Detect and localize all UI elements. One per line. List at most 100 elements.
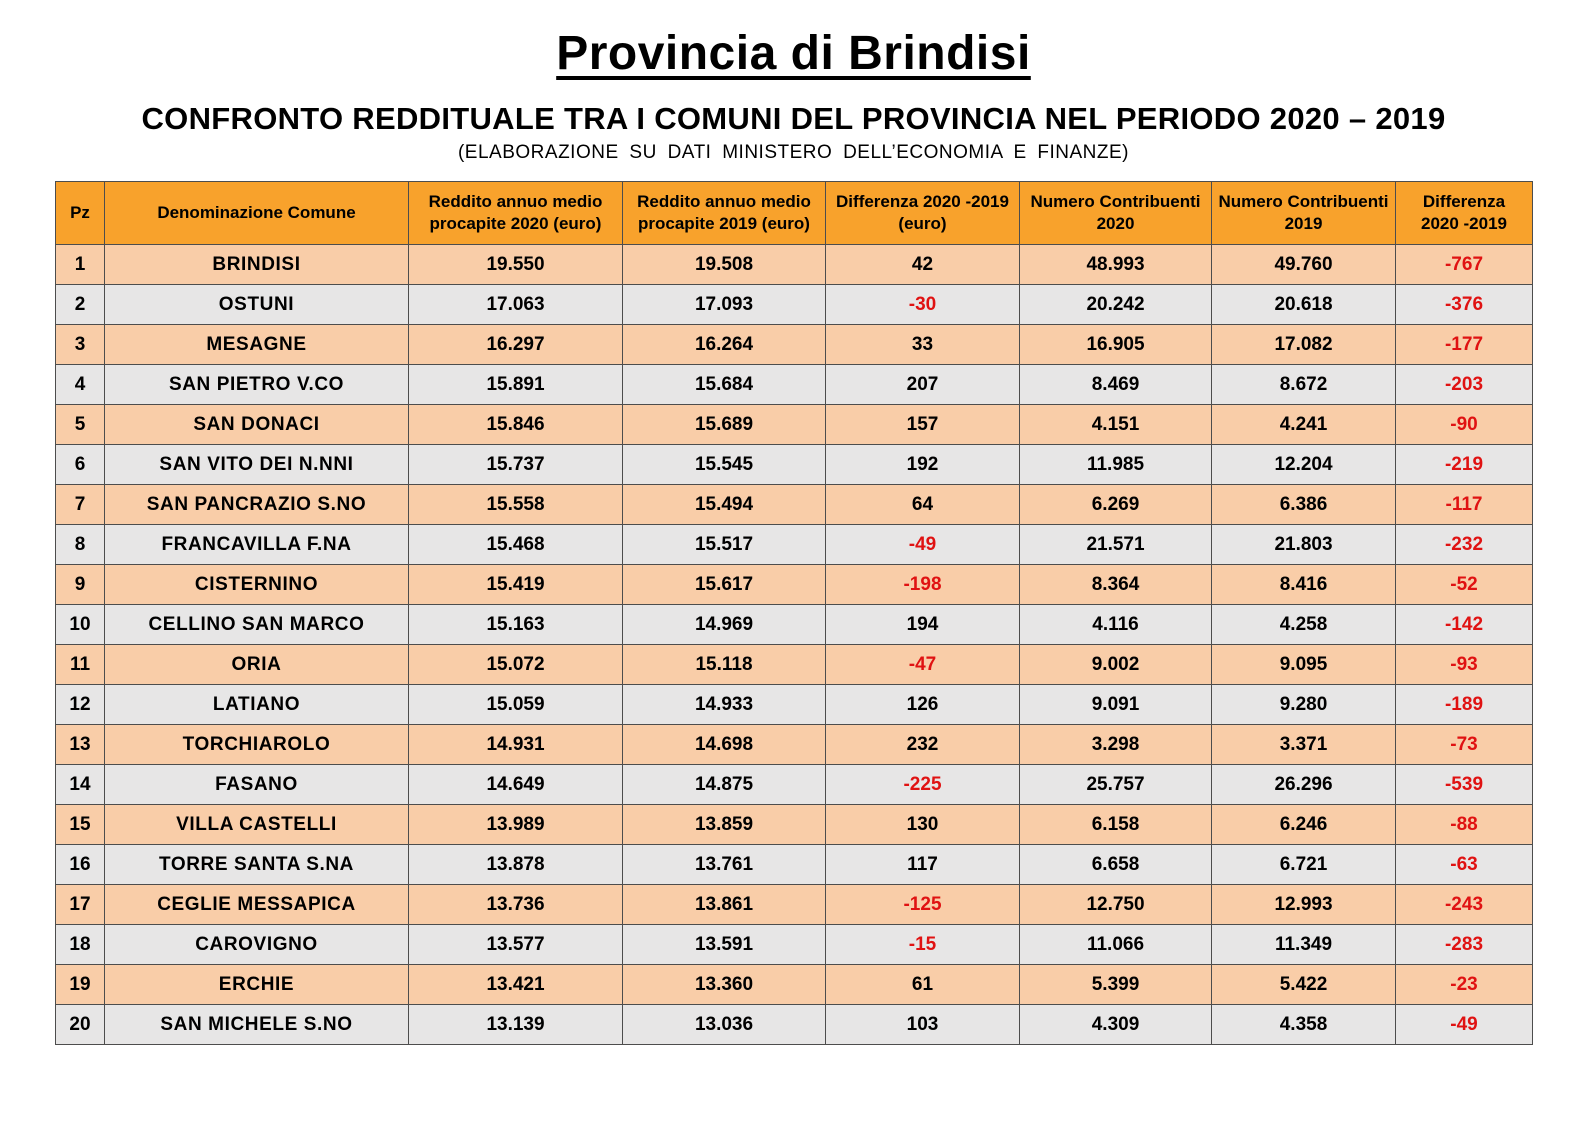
- reddito-2019-cell: 19.508: [622, 244, 826, 285]
- contribuenti-2019-cell: 12.204: [1211, 444, 1396, 485]
- contribuenti-2019-cell: 6.721: [1211, 844, 1396, 885]
- comune-name-cell: LATIANO: [104, 684, 409, 725]
- contribuenti-2019-cell: 9.095: [1211, 644, 1396, 685]
- reddito-2020-cell: 15.737: [408, 444, 623, 485]
- reddito-2019-cell: 15.545: [622, 444, 826, 485]
- table-row: 5 SAN DONACI 15.846 15.689 157 4.151 4.241 -90: [55, 404, 1533, 445]
- rank-cell: 9: [55, 564, 105, 605]
- comune-name-cell: BRINDISI: [104, 244, 409, 285]
- contribuenti-2020-cell: 16.905: [1019, 324, 1212, 365]
- table-row: 20 SAN MICHELE S.NO 13.139 13.036 103 4.309 4.…: [55, 1004, 1533, 1045]
- contribuenti-2019-cell: 17.082: [1211, 324, 1396, 365]
- comune-name-cell: TORRE SANTA S.NA: [104, 844, 409, 885]
- differenza-reddito-cell: 192: [825, 444, 1020, 485]
- reddito-2020-cell: 15.891: [408, 364, 623, 405]
- page-subtitle: CONFRONTO REDDITUALE TRA I COMUNI DEL PR…: [141, 101, 1446, 136]
- differenza-contribuenti-cell: -232: [1395, 524, 1533, 565]
- table-body: 1 BRINDISI 19.550 19.508 42 48.993 49.760 -767 2…: [55, 244, 1533, 1045]
- contribuenti-2020-cell: 6.158: [1019, 804, 1212, 845]
- differenza-contribuenti-cell: -767: [1395, 244, 1533, 285]
- reddito-2019-cell: 15.118: [622, 644, 826, 685]
- col-header-denominazione-comune: Denominazione Comune: [104, 181, 409, 245]
- reddito-2020-cell: 13.139: [408, 1004, 623, 1045]
- contribuenti-2019-cell: 11.349: [1211, 924, 1396, 965]
- differenza-contribuenti-cell: -142: [1395, 604, 1533, 645]
- rank-cell: 13: [55, 724, 105, 765]
- contribuenti-2020-cell: 21.571: [1019, 524, 1212, 565]
- comune-name-cell: CISTERNINO: [104, 564, 409, 605]
- contribuenti-2020-cell: 5.399: [1019, 964, 1212, 1005]
- comune-name-cell: VILLA CASTELLI: [104, 804, 409, 845]
- table-row: 16 TORRE SANTA S.NA 13.878 13.761 117 6.658 6.…: [55, 844, 1533, 885]
- differenza-contribuenti-cell: -49: [1395, 1004, 1533, 1045]
- contribuenti-2020-cell: 8.469: [1019, 364, 1212, 405]
- comune-name-cell: SAN MICHELE S.NO: [104, 1004, 409, 1045]
- rank-cell: 14: [55, 764, 105, 805]
- rank-cell: 5: [55, 404, 105, 445]
- reddito-2020-cell: 14.649: [408, 764, 623, 805]
- contribuenti-2020-cell: 9.091: [1019, 684, 1212, 725]
- comune-name-cell: CEGLIE MESSAPICA: [104, 884, 409, 925]
- comune-name-cell: MESAGNE: [104, 324, 409, 365]
- contribuenti-2020-cell: 8.364: [1019, 564, 1212, 605]
- table-row: 18 CAROVIGNO 13.577 13.591 -15 11.066 11.349 -2…: [55, 924, 1533, 965]
- reddito-2020-cell: 13.736: [408, 884, 623, 925]
- contribuenti-2020-cell: 4.151: [1019, 404, 1212, 445]
- comune-name-cell: CELLINO SAN MARCO: [104, 604, 409, 645]
- reddito-2019-cell: 14.933: [622, 684, 826, 725]
- contribuenti-2019-cell: 20.618: [1211, 284, 1396, 325]
- differenza-contribuenti-cell: -189: [1395, 684, 1533, 725]
- reddito-2020-cell: 15.558: [408, 484, 623, 525]
- table-row: 9 CISTERNINO 15.419 15.617 -198 8.364 8.416 -52: [55, 564, 1533, 605]
- differenza-reddito-cell: -198: [825, 564, 1020, 605]
- table-row: 13 TORCHIAROLO 14.931 14.698 232 3.298 3.371 -7…: [55, 724, 1533, 765]
- reddito-2019-cell: 14.698: [622, 724, 826, 765]
- contribuenti-2020-cell: 48.993: [1019, 244, 1212, 285]
- page-note: (ELABORAZIONE SU DATI MINISTERO DELL’ECO…: [457, 142, 1130, 163]
- contribuenti-2019-cell: 21.803: [1211, 524, 1396, 565]
- differenza-reddito-cell: -47: [825, 644, 1020, 685]
- col-header-contribuenti-2020: Numero Contribuenti 2020: [1019, 181, 1212, 245]
- reddito-2019-cell: 13.761: [622, 844, 826, 885]
- reddito-2020-cell: 15.163: [408, 604, 623, 645]
- comune-name-cell: TORCHIAROLO: [104, 724, 409, 765]
- differenza-contribuenti-cell: -283: [1395, 924, 1533, 965]
- reddito-2020-cell: 15.419: [408, 564, 623, 605]
- table-row: 3 MESAGNE 16.297 16.264 33 16.905 17.082 -177: [55, 324, 1533, 365]
- comune-name-cell: SAN PIETRO V.CO: [104, 364, 409, 405]
- reddito-2019-cell: 15.517: [622, 524, 826, 565]
- reddito-2020-cell: 13.577: [408, 924, 623, 965]
- contribuenti-2020-cell: 6.269: [1019, 484, 1212, 525]
- differenza-contribuenti-cell: -203: [1395, 364, 1533, 405]
- table-row: 7 SAN PANCRAZIO S.NO 15.558 15.494 64 6.269 6.…: [55, 484, 1533, 525]
- reddito-2019-cell: 16.264: [622, 324, 826, 365]
- contribuenti-2020-cell: 12.750: [1019, 884, 1212, 925]
- comune-name-cell: FRANCAVILLA F.NA: [104, 524, 409, 565]
- contribuenti-2019-cell: 6.246: [1211, 804, 1396, 845]
- reddito-2020-cell: 15.059: [408, 684, 623, 725]
- col-header-differenza-contribuenti: Differenza 2020 -2019: [1395, 181, 1533, 245]
- rank-cell: 7: [55, 484, 105, 525]
- rank-cell: 10: [55, 604, 105, 645]
- differenza-reddito-cell: 61: [825, 964, 1020, 1005]
- differenza-contribuenti-cell: -63: [1395, 844, 1533, 885]
- differenza-reddito-cell: -30: [825, 284, 1020, 325]
- contribuenti-2020-cell: 25.757: [1019, 764, 1212, 805]
- reddito-2020-cell: 15.846: [408, 404, 623, 445]
- reddito-2020-cell: 15.072: [408, 644, 623, 685]
- table-row: 19 ERCHIE 13.421 13.360 61 5.399 5.422 -23: [55, 964, 1533, 1005]
- table-row: 2 OSTUNI 17.063 17.093 -30 20.242 20.618 -376: [55, 284, 1533, 325]
- comune-name-cell: SAN VITO DEI N.NNI: [104, 444, 409, 485]
- contribuenti-2020-cell: 20.242: [1019, 284, 1212, 325]
- reddito-2019-cell: 13.036: [622, 1004, 826, 1045]
- comune-name-cell: SAN DONACI: [104, 404, 409, 445]
- differenza-reddito-cell: -225: [825, 764, 1020, 805]
- reddito-2020-cell: 13.421: [408, 964, 623, 1005]
- differenza-reddito-cell: 117: [825, 844, 1020, 885]
- rank-cell: 19: [55, 964, 105, 1005]
- comune-name-cell: ORIA: [104, 644, 409, 685]
- contribuenti-2020-cell: 4.309: [1019, 1004, 1212, 1045]
- contribuenti-2020-cell: 3.298: [1019, 724, 1212, 765]
- differenza-contribuenti-cell: -93: [1395, 644, 1533, 685]
